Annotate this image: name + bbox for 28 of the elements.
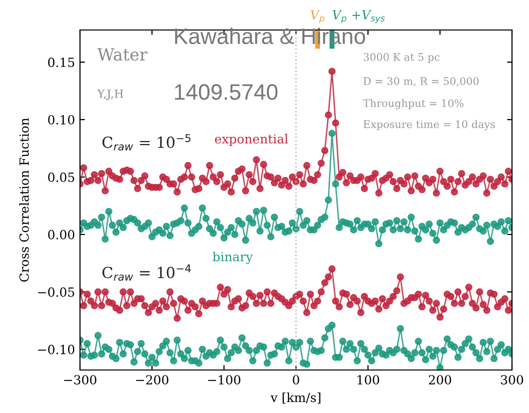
annotation: Throughput = 10%	[363, 99, 464, 110]
ref-line-label: V$_{p}$ +V$_{sys}$	[332, 10, 385, 24]
ref-line-label: V$_{p}$	[310, 10, 324, 24]
x-tick-label: 100	[358, 375, 380, 385]
y-axis-title: Cross Correlation Fuction	[19, 118, 29, 282]
annotation: Water	[97, 48, 148, 61]
y-tick-label: −0.10	[38, 344, 74, 354]
y-tick-label: 0.15	[48, 58, 74, 68]
series-label: exponential	[215, 134, 288, 146]
y-tick-label: 0.00	[48, 230, 74, 240]
x-tick-label: −200	[136, 375, 168, 385]
y-tick-label: 0.10	[48, 115, 74, 125]
annotation: 3000 K at 5 pc	[364, 53, 440, 63]
annotation: C$_{raw}$ = 10$^{−5}$	[102, 134, 190, 151]
annotation: Exposure time = 10 days	[364, 120, 495, 130]
series-label: binary	[212, 252, 253, 264]
annotation: Y,J,H	[97, 90, 124, 100]
y-tick-label: 0.05	[48, 172, 74, 182]
annotation: 1409.5740	[175, 84, 278, 100]
x-tick-label: 0	[292, 375, 300, 385]
x-tick-label: 200	[428, 375, 452, 385]
x-tick-label: −100	[208, 375, 240, 385]
x-axis-title: v [km/s]	[270, 392, 320, 404]
annotation: D = 30 m, R = 50,000	[364, 77, 479, 86]
x-tick-label: 300	[501, 375, 524, 385]
x-tick-label: −300	[64, 375, 96, 385]
y-tick-label: −0.05	[38, 287, 74, 297]
annotation: C$_{raw}$ = 10$^{−4}$	[102, 264, 191, 281]
